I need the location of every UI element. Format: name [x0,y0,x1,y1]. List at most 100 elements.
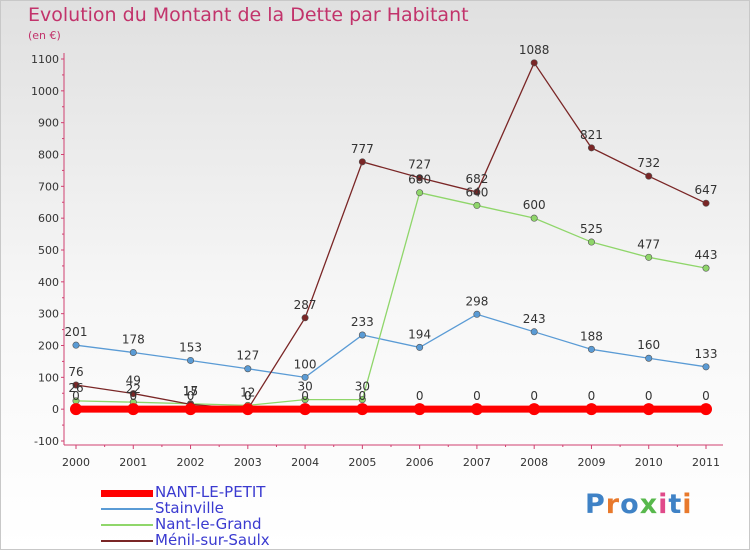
data-point [700,403,712,416]
data-label: 100 [294,357,317,371]
data-point [702,363,710,371]
x-tick-label: 2003 [234,456,262,469]
data-label: 0 [530,389,538,403]
series-line [75,61,707,410]
data-point [299,403,312,416]
data-point [470,403,483,416]
chart-subtitle: (en €) [28,29,61,42]
data-point [416,174,424,182]
data-point [301,314,309,322]
x-tick-label: 2001 [119,456,147,469]
data-point [358,158,366,166]
data-point [473,201,481,209]
y-tick-label: 1000 [31,85,59,98]
y-tick-label: 600 [38,212,59,225]
data-label: 178 [122,333,145,347]
data-point [587,144,595,152]
data-point [473,310,481,318]
data-label: 600 [523,198,546,212]
data-point [702,264,710,272]
data-label: 640 [465,185,488,199]
legend-label: Ménil-sur-Saulx [155,531,270,549]
data-label: 0 [416,389,424,403]
data-label: 0 [187,389,195,403]
y-tick-label: 200 [38,340,59,353]
data-label: 0 [72,389,80,403]
data-label: 821 [580,128,603,142]
data-label: 30 [297,380,312,394]
data-label: 727 [408,158,431,172]
data-point [72,381,80,389]
data-label: 153 [179,340,202,354]
data-point [585,403,598,416]
data-point [473,188,481,196]
data-label: 0 [244,389,252,403]
x-tick-label: 2000 [62,456,90,469]
legend-swatch [101,524,153,526]
legend-label: NANT-LE-PETIT [155,483,266,501]
data-label: 0 [702,389,710,403]
data-label: 0 [359,389,367,403]
data-label: 22 [126,382,141,396]
data-label: 76 [68,365,83,379]
data-point [416,189,424,197]
data-point [129,349,137,357]
data-point [301,373,309,381]
data-point [416,343,424,351]
data-label: 12 [240,385,255,399]
data-label: 682 [465,172,488,186]
data-point [587,238,595,246]
y-tick-label: 700 [38,180,59,193]
data-label: 0 [301,389,309,403]
data-label: 15 [183,384,198,398]
x-tick-label: 2011 [692,456,720,469]
x-tick-label: 2009 [577,456,605,469]
data-point [702,199,710,207]
data-point [72,341,80,349]
data-label: 49 [126,374,141,388]
data-label: 243 [523,312,546,326]
data-label: 194 [408,327,431,341]
legend-label: Stainville [155,499,224,517]
y-tick-label: 1100 [31,53,59,66]
data-point [301,396,309,404]
y-tick-label: 800 [38,149,59,162]
data-label: 26 [68,381,83,395]
data-point [127,403,140,416]
y-tick-label: 0 [52,403,59,416]
data-label: 680 [408,173,431,187]
legend-label: Nant-le-Grand [155,515,262,533]
data-point [530,214,538,222]
series-line [75,191,707,406]
data-point [530,59,538,67]
legend-swatch [101,540,153,542]
data-label: 732 [637,156,660,170]
y-tick-label: 900 [38,117,59,130]
data-label: 477 [637,237,660,251]
data-point [241,403,254,416]
data-point [70,403,82,416]
y-tick-label: 300 [38,308,59,321]
data-point [129,390,137,398]
chart-title: Evolution du Montant de la Dette par Hab… [28,4,469,26]
data-label: 1088 [519,43,550,57]
data-point [358,396,366,404]
data-label: 647 [695,183,718,197]
data-point [184,403,197,416]
x-tick-label: 2005 [348,456,376,469]
data-label: 17 [183,384,198,398]
data-point [587,345,595,353]
data-label: 0 [129,389,137,403]
data-label: 127 [236,349,259,363]
series-line [75,313,707,379]
data-label: 0 [588,389,596,403]
data-point [187,356,195,364]
legend-swatch [101,508,153,510]
data-label: 201 [65,325,88,339]
data-point [645,354,653,362]
data-label: 287 [294,298,317,312]
data-label: 777 [351,142,374,156]
x-tick-label: 2004 [291,456,319,469]
data-label: 233 [351,315,374,329]
